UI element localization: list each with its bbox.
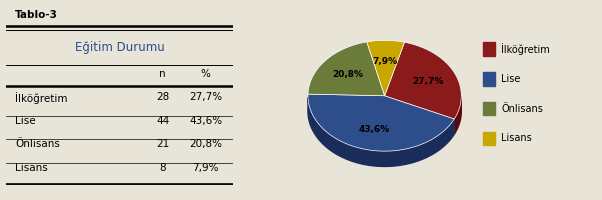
Polygon shape: [308, 42, 385, 96]
Text: 21: 21: [156, 139, 169, 149]
Text: Lise: Lise: [15, 116, 36, 126]
Bar: [483, 132, 495, 145]
Polygon shape: [367, 40, 405, 96]
Polygon shape: [308, 94, 455, 151]
Text: 20,8%: 20,8%: [189, 139, 222, 149]
Text: 43,6%: 43,6%: [358, 125, 389, 134]
Text: Eğitim Durumu: Eğitim Durumu: [75, 41, 164, 54]
Text: 7,9%: 7,9%: [373, 57, 398, 66]
Text: 28: 28: [156, 92, 169, 102]
Text: Önlisans: Önlisans: [15, 139, 60, 149]
Polygon shape: [455, 96, 461, 134]
Polygon shape: [385, 42, 461, 119]
Text: 27,7%: 27,7%: [189, 92, 222, 102]
Bar: [483, 102, 495, 115]
Text: n: n: [160, 69, 166, 79]
Text: %: %: [200, 69, 211, 79]
Text: 44: 44: [156, 116, 169, 126]
Polygon shape: [308, 97, 455, 166]
Text: Tablo-3: Tablo-3: [15, 10, 58, 20]
Polygon shape: [385, 96, 455, 134]
Text: Önlisans: Önlisans: [501, 104, 543, 114]
Bar: [483, 72, 495, 86]
Text: 27,7%: 27,7%: [412, 77, 443, 86]
Text: 8: 8: [160, 163, 166, 173]
Text: İlköğretim: İlköğretim: [15, 92, 67, 104]
Text: 7,9%: 7,9%: [193, 163, 219, 173]
Polygon shape: [385, 96, 455, 134]
Text: Lise: Lise: [501, 74, 521, 84]
Text: 20,8%: 20,8%: [332, 70, 363, 79]
Bar: [483, 42, 495, 56]
Text: 43,6%: 43,6%: [189, 116, 222, 126]
Text: Lisans: Lisans: [501, 133, 532, 143]
Text: İlköğretim: İlköğretim: [501, 43, 550, 55]
Text: Lisans: Lisans: [15, 163, 48, 173]
